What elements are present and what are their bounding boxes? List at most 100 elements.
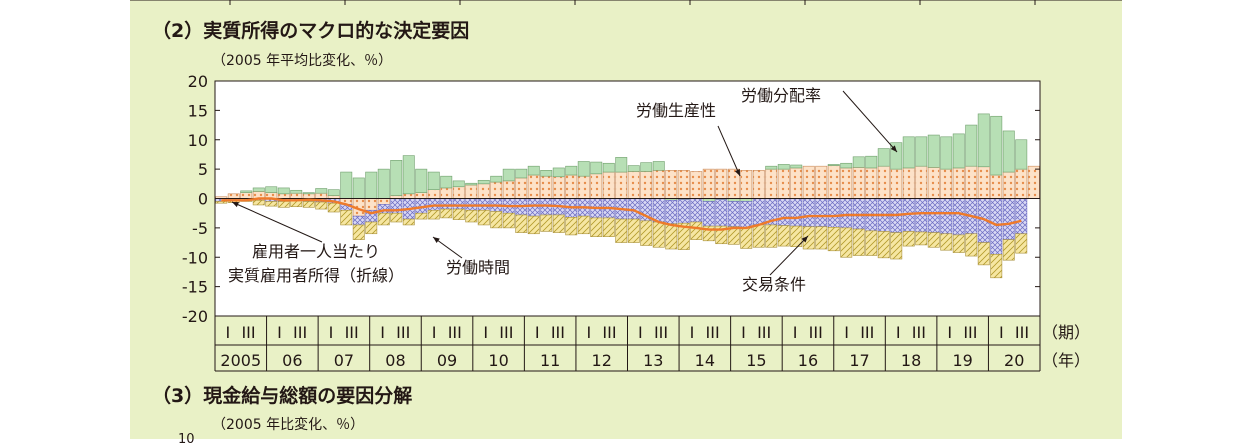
bar-trade [327, 202, 340, 213]
bar-labor_share [877, 148, 890, 167]
period-label: I [226, 323, 231, 342]
bar-labor_share [440, 175, 453, 189]
bar-productivity [665, 170, 678, 199]
bar-trade [627, 218, 640, 243]
bar-hours [852, 198, 865, 230]
bar-trade [877, 231, 890, 259]
bar-trade [865, 230, 878, 256]
bar-hours [815, 198, 828, 228]
bar-labor_share [952, 133, 965, 169]
period-label: III [396, 323, 410, 342]
year-label: 19 [952, 351, 972, 370]
bar-trade [665, 223, 678, 250]
bar-trade [815, 226, 828, 250]
annotation-labor-share: 労働分配率 [741, 86, 821, 105]
bar-hours [927, 198, 940, 233]
bar-trade [565, 217, 578, 236]
bar-trade [390, 212, 403, 223]
bar-hours [740, 201, 753, 229]
bar-trade [602, 217, 615, 237]
bar-labor_share [390, 160, 403, 196]
bar-labor_share [852, 156, 865, 168]
bar-trade [577, 215, 590, 235]
bar-trade [527, 215, 540, 235]
bar-trade [727, 226, 740, 245]
bar-productivity [902, 167, 915, 199]
y-tick-label: 0 [198, 190, 208, 209]
bar-productivity [915, 165, 928, 199]
bar-productivity [552, 176, 565, 199]
bar-trade [1002, 239, 1015, 261]
bar-trade [977, 242, 990, 266]
bar-hours [452, 198, 465, 210]
annotation-labor-share-arrow [842, 90, 898, 153]
bar-productivity [827, 165, 840, 199]
y-tick-label: 20 [188, 72, 208, 91]
bar-labor_share [352, 177, 365, 199]
bar-trade [852, 228, 865, 256]
period-label: III [448, 323, 462, 342]
period-label: I [793, 323, 798, 342]
bar-productivity [402, 193, 415, 199]
annotation-total-line2-bg [225, 265, 407, 286]
bar-labor_share [452, 180, 465, 188]
bar-productivity [627, 171, 640, 199]
bar-hours [527, 198, 540, 217]
bar-productivity [515, 177, 528, 199]
bar-trade [890, 232, 903, 260]
bar-productivity [1002, 171, 1015, 199]
bar-trade [515, 214, 528, 233]
bar-productivity [777, 168, 790, 199]
x-year-suffix: （年） [1042, 351, 1090, 370]
bar-productivity [277, 193, 290, 199]
bar-trade [377, 212, 390, 226]
annotation-trade-bg [739, 274, 809, 295]
bar-labor_share [577, 161, 590, 177]
section2-title: （2）実質所得のマクロ的な決定要因 [152, 20, 470, 42]
bar-hours [702, 201, 715, 227]
bar-productivity [577, 175, 590, 199]
bar-trade [677, 222, 690, 250]
bar-trade [552, 214, 565, 233]
annotation-hours: 労働時間 [446, 258, 510, 277]
bar-productivity [715, 168, 728, 199]
annotation-productivity: 労働生産性 [636, 101, 716, 120]
bar-labor_share [377, 168, 390, 199]
period-label: I [483, 323, 488, 342]
bar-hours [440, 198, 453, 210]
bar-trade [640, 220, 653, 246]
bar-productivity [302, 193, 315, 199]
bar-trade [502, 212, 515, 229]
bar-trade [440, 208, 453, 219]
bar-labor_share [290, 189, 303, 194]
annotation-hours-arrow-head [433, 237, 440, 243]
bar-productivity [802, 165, 815, 199]
bar-trade [1015, 233, 1028, 254]
period-label: I [741, 323, 746, 342]
bar-trade [952, 234, 965, 253]
period-label: I [690, 323, 695, 342]
bar-trade [540, 214, 553, 232]
bar-productivity [952, 167, 965, 199]
bar-trade [427, 209, 440, 220]
bar-trade [477, 209, 490, 226]
bar-productivity [702, 168, 715, 199]
bar-productivity [752, 170, 765, 199]
year-label: 09 [437, 351, 457, 370]
period-label: III [499, 323, 513, 342]
bar-labor_share [902, 136, 915, 169]
bar-hours [990, 198, 1003, 255]
bar-hours [827, 198, 840, 228]
year-label: 13 [643, 351, 663, 370]
period-label: I [380, 323, 385, 342]
bar-hours [952, 198, 965, 236]
bar-hours [777, 198, 790, 226]
x-period-suffix: （期） [1042, 323, 1090, 342]
bar-labor_share [790, 164, 803, 169]
bar-labor_share [265, 186, 278, 193]
bar-labor_share [477, 179, 490, 185]
bar-productivity [452, 186, 465, 199]
section2-unit: （2005 年平均比変化、％） [212, 53, 393, 69]
